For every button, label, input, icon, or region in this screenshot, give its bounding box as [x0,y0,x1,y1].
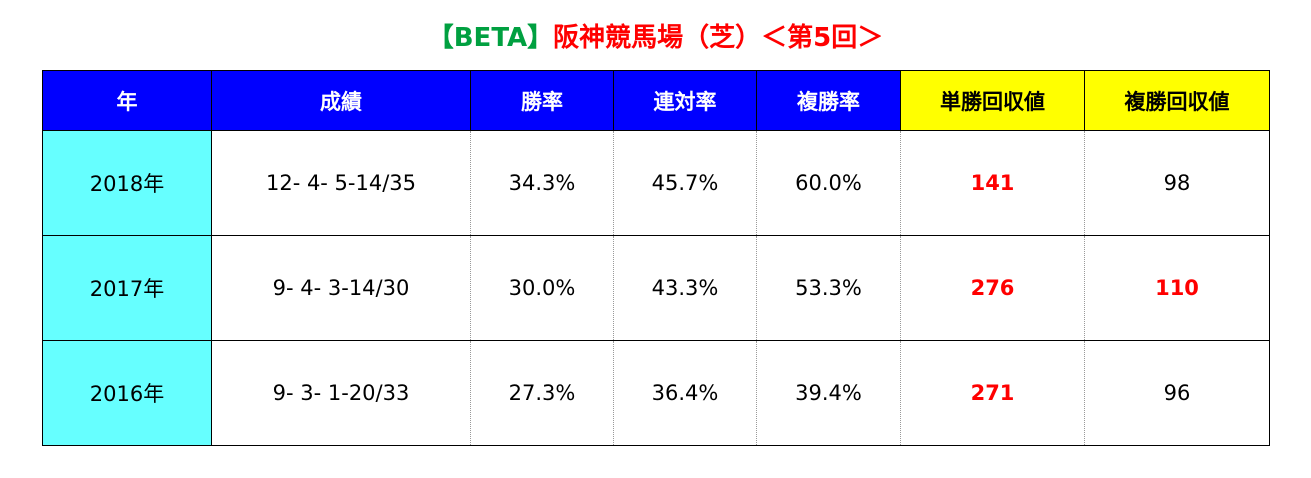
column-header: 連対率 [613,70,757,131]
table-cell: 30.0% [470,235,614,341]
table-row: 2016年 9- 3- 1-20/33 27.3% 36.4% 39.4% 271 96 [42,340,1270,446]
column-header: 年 [42,70,212,131]
header-row: 年成績 勝率 連対率 複勝率 単勝回収値 複勝回収値 [42,70,1270,131]
table-cell: 12- 4- 5-14/35 [211,130,471,236]
table-cell: 27.3% [470,340,614,446]
table-cell: 141 [900,130,1085,236]
table-row: 2018年 12- 4- 5-14/35 34.3% 45.7% 60.0% 141 98 [42,130,1270,236]
table-cell: 271 [900,340,1085,446]
column-header: 複勝回収値 [1084,70,1270,131]
year-cell: 2017年 [42,235,212,341]
table-cell: 34.3% [470,130,614,236]
table-cell: 39.4% [756,340,901,446]
table-cell: 60.0% [756,130,901,236]
results-table: 年成績 勝率 連対率 複勝率 単勝回収値 複勝回収値 2018年 12- 4- 5-14/3… [42,70,1270,446]
year-cell: 2016年 [42,340,212,446]
table-row: 2017年 9- 4- 3-14/30 30.0% 43.3% 53.3% 276 110 [42,235,1270,341]
table-cell: 45.7% [613,130,757,236]
table-cell: 9- 4- 3-14/30 [211,235,471,341]
year-cell: 2018年 [42,130,212,236]
column-header: 単勝回収値 [900,70,1085,131]
title-prefix: 【BETA】 [427,23,554,53]
title-main: 阪神競馬場（芝）＜第5回＞ [553,23,884,53]
table-cell: 276 [900,235,1085,341]
column-header: 成績 [211,70,471,131]
table-cell: 9- 3- 1-20/33 [211,340,471,446]
column-header: 勝率 [470,70,614,131]
table-cell: 43.3% [613,235,757,341]
table-cell: 36.4% [613,340,757,446]
table-cell: 96 [1084,340,1270,446]
title: 【BETA】阪神競馬場（芝）＜第5回＞ [0,18,1311,58]
table-cell: 110 [1084,235,1270,341]
column-header: 複勝率 [756,70,901,131]
table-cell: 53.3% [756,235,901,341]
table-cell: 98 [1084,130,1270,236]
